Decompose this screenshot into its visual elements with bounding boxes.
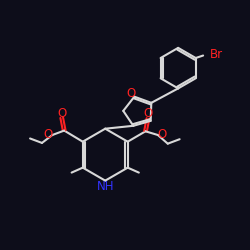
Text: O: O xyxy=(57,107,66,120)
Text: Br: Br xyxy=(210,48,223,61)
Text: O: O xyxy=(143,108,152,120)
Text: O: O xyxy=(158,128,167,141)
Text: O: O xyxy=(127,87,136,100)
Text: NH: NH xyxy=(96,180,114,192)
Text: O: O xyxy=(44,128,53,141)
